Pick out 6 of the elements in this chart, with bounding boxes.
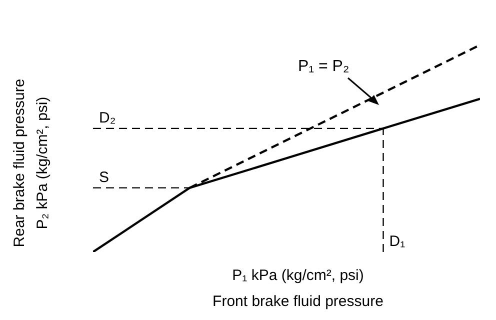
ref-line-label: S [99, 168, 110, 186]
annotation: D₁ [389, 233, 406, 250]
series-label: P₁ = P₂ [298, 58, 350, 76]
ref-line-label: D₂ [99, 109, 116, 126]
x-axis-title: P₁ kPa (kg/cm², psi) Front brake fluid pressure [212, 266, 384, 312]
y-axis-title: Rear brake fluid pressure P₂ kPa (kg/cm², psi) [10, 78, 52, 250]
